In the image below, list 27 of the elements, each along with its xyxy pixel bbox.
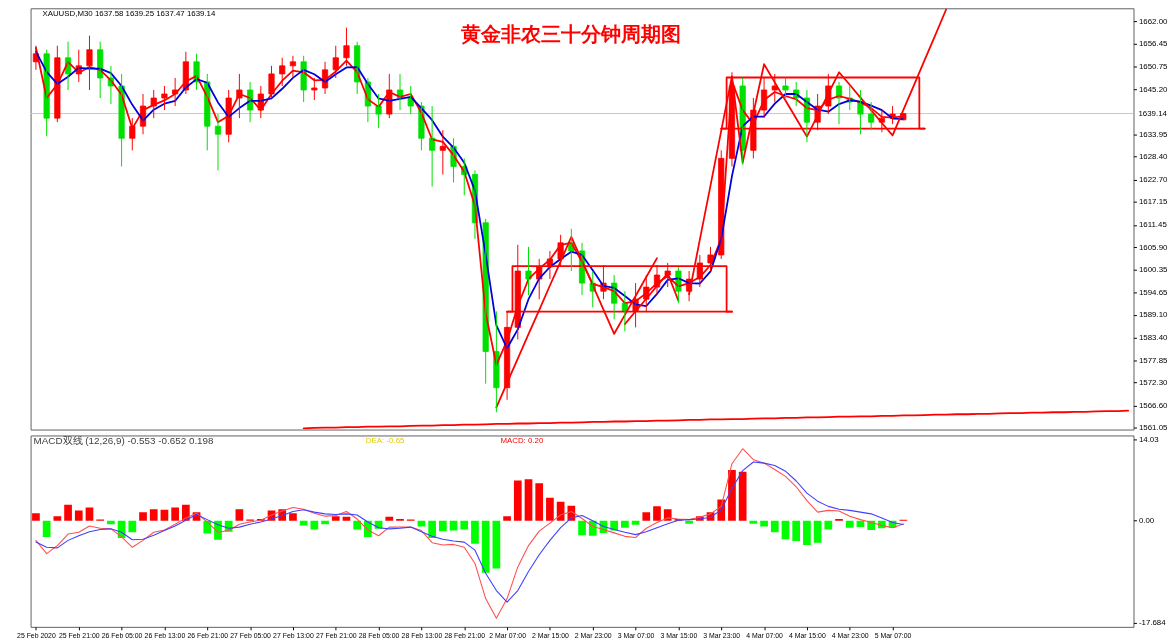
y-tick-label: 1566.60	[1138, 400, 1169, 410]
y-tick-label: 1583.40	[1138, 333, 1169, 343]
y-tick-label: 1600.35	[1138, 265, 1169, 275]
y-tick-label: 1622.70	[1138, 175, 1169, 185]
y-tick-label: 1650.75	[1138, 62, 1169, 72]
y-tick-label: 1617.15	[1138, 197, 1169, 207]
y-tick-label: 1645.20	[1138, 84, 1169, 94]
y-tick-label: 1572.30	[1138, 377, 1169, 387]
y-tick-label: 1589.10	[1138, 310, 1169, 320]
y-tick-label: -17.684	[1138, 618, 1167, 628]
y-tick-label: 1605.90	[1138, 242, 1169, 252]
annotation: MACD双线 (12,26,9) -0.553 -0.652 0.198	[33, 435, 215, 447]
annotation: MACD: 0.20	[500, 436, 544, 446]
y-tick-label: 0.00	[1138, 516, 1155, 526]
y-tick-label: 14.03	[1138, 435, 1160, 445]
y-tick-label: 1561.05	[1138, 423, 1169, 433]
annotation: DEA: -0.65	[365, 436, 406, 446]
y-tick-label: 1628.40	[1138, 152, 1169, 162]
ref-line-label: 1639.14	[1138, 108, 1168, 118]
y-tick-label: 1611.45	[1138, 220, 1168, 230]
y-tick-label: 1656.45	[1138, 39, 1169, 49]
annotation: XAUUSD,M30 1637.58 1639.25 1637.47 1639.14	[42, 9, 216, 19]
text: 黄金非农三十分钟周期图	[460, 22, 682, 45]
y-tick-label: 1577.85	[1138, 355, 1169, 365]
y-tick-label: 1662.00	[1138, 17, 1169, 27]
y-tick-label: 1633.95	[1138, 129, 1169, 139]
y-tick-label: 1594.65	[1138, 288, 1169, 298]
